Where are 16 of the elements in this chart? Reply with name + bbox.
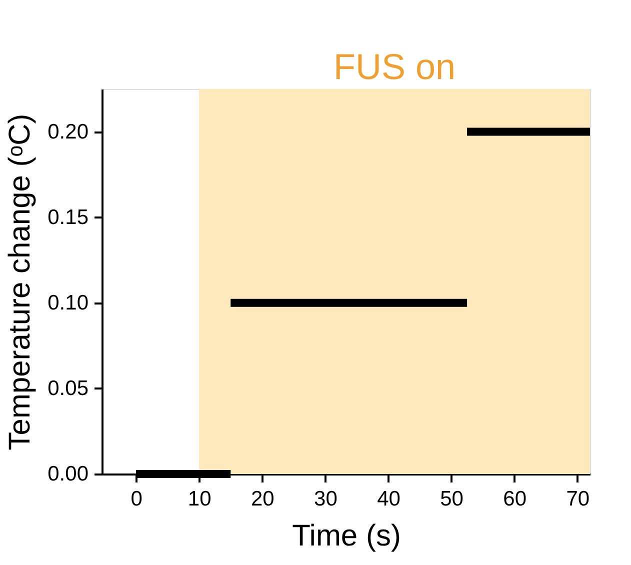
- y-tick-label: 0.00: [48, 462, 88, 486]
- x-tick-label: 0: [130, 488, 142, 510]
- y-tick-label: 0.20: [48, 120, 88, 144]
- x-tick-label: 20: [250, 488, 274, 510]
- y-axis-title: Temperature change (ᵒC): [4, 114, 37, 450]
- x-tick-label: 40: [377, 488, 400, 510]
- x-tick-label: 30: [314, 488, 338, 510]
- band-label: FUS on: [334, 46, 456, 87]
- y-tick-label: 0.15: [48, 206, 88, 229]
- x-tick-label: 60: [503, 488, 527, 510]
- x-tick-label: 70: [566, 488, 590, 510]
- y-tick-label: 0.05: [48, 376, 88, 400]
- x-axis-title: Time (s): [292, 520, 401, 552]
- y-tick-label: 0.10: [48, 291, 88, 314]
- x-tick-label: 50: [440, 488, 464, 510]
- x-tick-label: 10: [188, 488, 212, 510]
